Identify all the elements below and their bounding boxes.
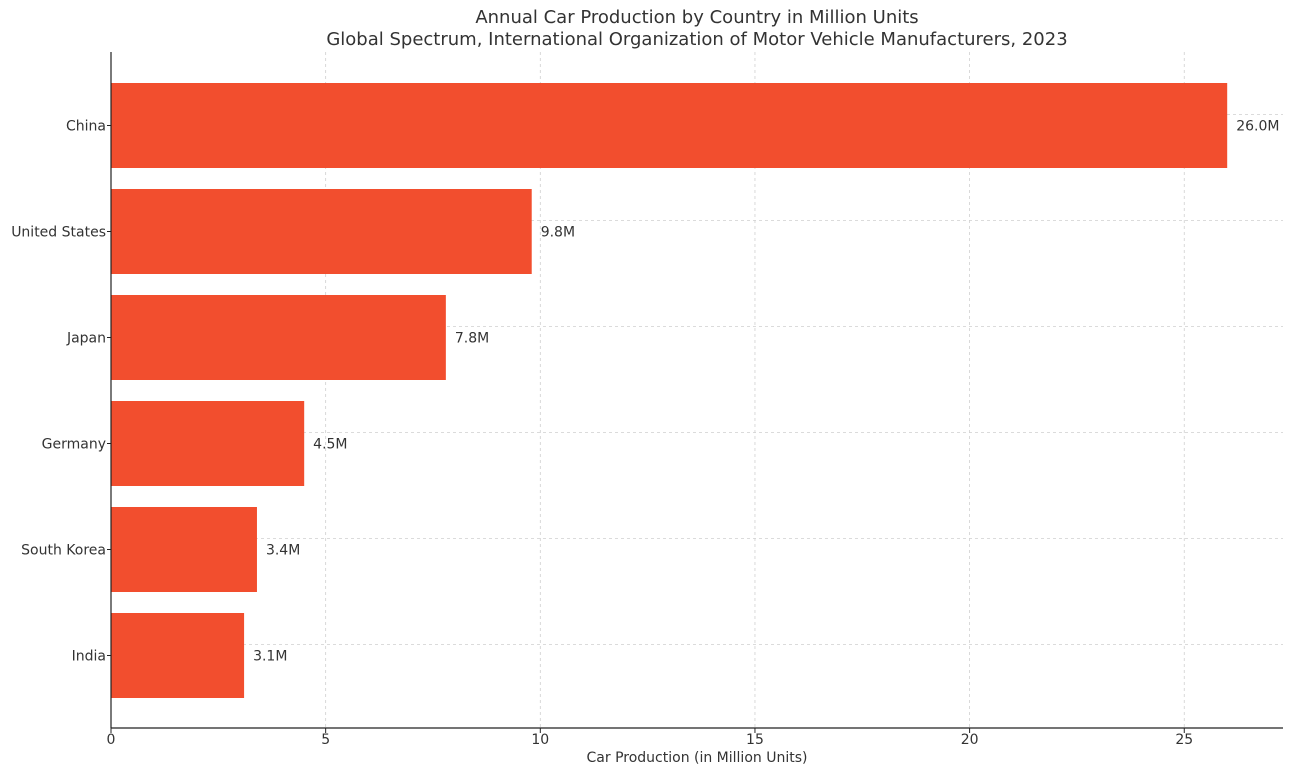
bar-value-label: 3.1M — [253, 649, 287, 665]
x-tick-label: 5 — [321, 732, 330, 748]
x-tick-label: 25 — [1175, 732, 1193, 748]
bar-value-label: 3.4M — [266, 543, 300, 559]
y-tick-label: Japan — [66, 331, 106, 347]
chart-title: Annual Car Production by Country in Mill… — [475, 7, 918, 28]
x-tick-label: 15 — [746, 732, 764, 748]
bar-value-labels: 26.0M 9.8M 7.8M 4.5M 3.4M 3.1M — [253, 119, 1279, 665]
chart-subtitle: Global Spectrum, International Organizat… — [326, 29, 1067, 50]
bar-india — [111, 613, 245, 698]
bar-japan — [111, 295, 446, 380]
bar-value-label: 7.8M — [455, 331, 489, 347]
bar-value-label: 9.8M — [541, 225, 575, 241]
y-tick-label: Germany — [42, 437, 106, 453]
y-tick-label: United States — [11, 225, 106, 241]
y-tick-label: China — [66, 119, 106, 135]
bar-germany — [111, 401, 305, 486]
bar-value-label: 26.0M — [1236, 119, 1279, 135]
bar-south-korea — [111, 507, 257, 592]
bar-value-label: 4.5M — [313, 437, 347, 453]
x-tick-label: 10 — [531, 732, 549, 748]
axes: China United States Japan Germany South Kore… — [11, 52, 1283, 748]
y-tick-label: India — [72, 649, 106, 665]
x-axis-title: Car Production (in Million Units) — [587, 750, 808, 766]
x-tick-label: 0 — [107, 732, 116, 748]
bars — [111, 83, 1228, 698]
bar-china — [111, 83, 1228, 168]
y-tick-label: South Korea — [21, 543, 106, 559]
x-tick-label: 20 — [961, 732, 979, 748]
bar-united-states — [111, 189, 532, 274]
